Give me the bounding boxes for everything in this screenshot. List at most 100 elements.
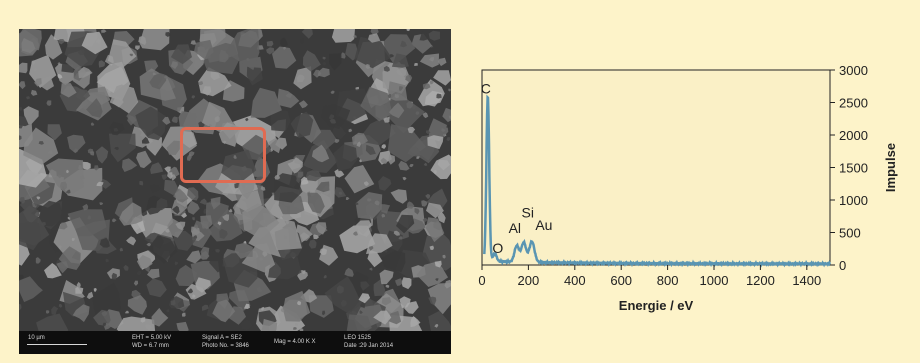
sem-particle	[139, 181, 144, 186]
sem-particle	[301, 29, 313, 39]
sem-particle	[355, 202, 359, 206]
sem-particle	[334, 169, 345, 178]
sem-particle	[200, 246, 210, 259]
sem-particle	[139, 29, 170, 51]
sem-particle	[385, 284, 390, 288]
sem-particle	[319, 248, 328, 255]
sem-particle	[175, 264, 198, 287]
sem-particle	[246, 66, 263, 86]
sem-particle	[406, 29, 410, 32]
sem-particle	[57, 39, 65, 45]
sem-particle	[149, 73, 167, 90]
sem-particle	[354, 36, 392, 69]
sem-particle	[94, 165, 99, 171]
sem-particle	[360, 281, 370, 291]
sem-particle	[41, 75, 54, 91]
sem-particle	[373, 310, 392, 325]
peak-label-c: C	[481, 80, 491, 96]
sem-particle	[185, 283, 207, 300]
sem-particle	[391, 53, 409, 68]
plot-area	[481, 69, 831, 266]
sem-particle	[78, 66, 93, 79]
sem-particle	[125, 310, 129, 314]
x-axis-label: Energie / eV	[619, 298, 694, 313]
y-tick-label: 1500	[839, 161, 868, 176]
sem-particle	[362, 118, 396, 146]
sem-particle	[382, 92, 425, 134]
sem-particle	[175, 221, 186, 231]
sem-particle	[380, 34, 416, 66]
sem-particle	[356, 141, 361, 147]
sem-particle	[398, 160, 410, 171]
sem-particle	[209, 250, 227, 273]
sem-particle	[290, 111, 314, 138]
sem-particle	[101, 29, 107, 33]
sem-particle	[67, 134, 86, 154]
x-tick-label: 200	[518, 273, 540, 288]
sem-particle	[173, 230, 197, 251]
sem-particle	[187, 187, 199, 201]
sem-particle	[379, 269, 394, 285]
sem-particle	[75, 89, 91, 102]
sem-particle	[321, 104, 351, 129]
sem-particle	[381, 250, 406, 273]
sem-particle	[368, 33, 381, 43]
sem-particle	[358, 293, 371, 304]
sem-particle	[378, 176, 392, 191]
sem-particle	[186, 250, 202, 264]
sem-particle	[344, 267, 354, 277]
sem-particle	[419, 31, 429, 41]
sem-particle	[127, 114, 137, 126]
sem-particle	[147, 268, 160, 279]
sem-particle	[330, 90, 335, 94]
x-tick-label: 1400	[792, 273, 821, 288]
sem-particle	[322, 61, 327, 66]
x-tick-label: 400	[564, 273, 586, 288]
sem-particle	[383, 249, 388, 253]
sem-particle	[387, 81, 408, 101]
sem-particle	[400, 40, 407, 48]
sem-particle	[119, 247, 123, 252]
sem-particle	[167, 172, 173, 179]
y-tick-label: 3000	[839, 63, 868, 78]
sem-particle	[22, 205, 40, 224]
y-tick-label: 0	[839, 258, 846, 273]
sem-texture	[19, 29, 451, 349]
sem-particle	[207, 208, 243, 242]
sem-particle	[283, 290, 311, 320]
sem-particle	[19, 222, 41, 251]
sem-particle	[82, 161, 91, 170]
sem-particle	[339, 225, 376, 254]
sem-particle	[46, 100, 52, 106]
sem-particle	[127, 295, 147, 315]
sem-particle	[26, 96, 31, 100]
sem-particle	[393, 230, 400, 236]
sem-particle	[405, 74, 413, 83]
sem-particle	[416, 156, 420, 159]
sem-particle	[219, 228, 228, 239]
sem-particle	[86, 98, 103, 118]
sem-particle	[19, 197, 26, 204]
sem-particle	[19, 274, 24, 280]
sem-particle	[201, 304, 209, 311]
sem-particle	[307, 192, 325, 214]
sem-particle	[241, 320, 253, 330]
sem-particle	[243, 303, 250, 309]
sem-particle	[171, 116, 178, 123]
sem-particle	[402, 176, 407, 181]
sem-particle	[324, 276, 362, 314]
x-tick-label: 1000	[700, 273, 729, 288]
sem-particle	[108, 133, 136, 163]
sem-particle	[90, 122, 95, 126]
sem-particle	[36, 313, 69, 346]
y-tick-label: 500	[839, 226, 861, 241]
sem-particle	[426, 130, 431, 134]
sem-particle	[30, 89, 38, 96]
sem-particle	[44, 263, 62, 279]
sem-particle	[187, 288, 193, 294]
sem-particle	[114, 146, 119, 151]
sem-particle	[433, 70, 451, 86]
sem-particle	[354, 220, 372, 235]
sem-particle	[442, 107, 451, 123]
